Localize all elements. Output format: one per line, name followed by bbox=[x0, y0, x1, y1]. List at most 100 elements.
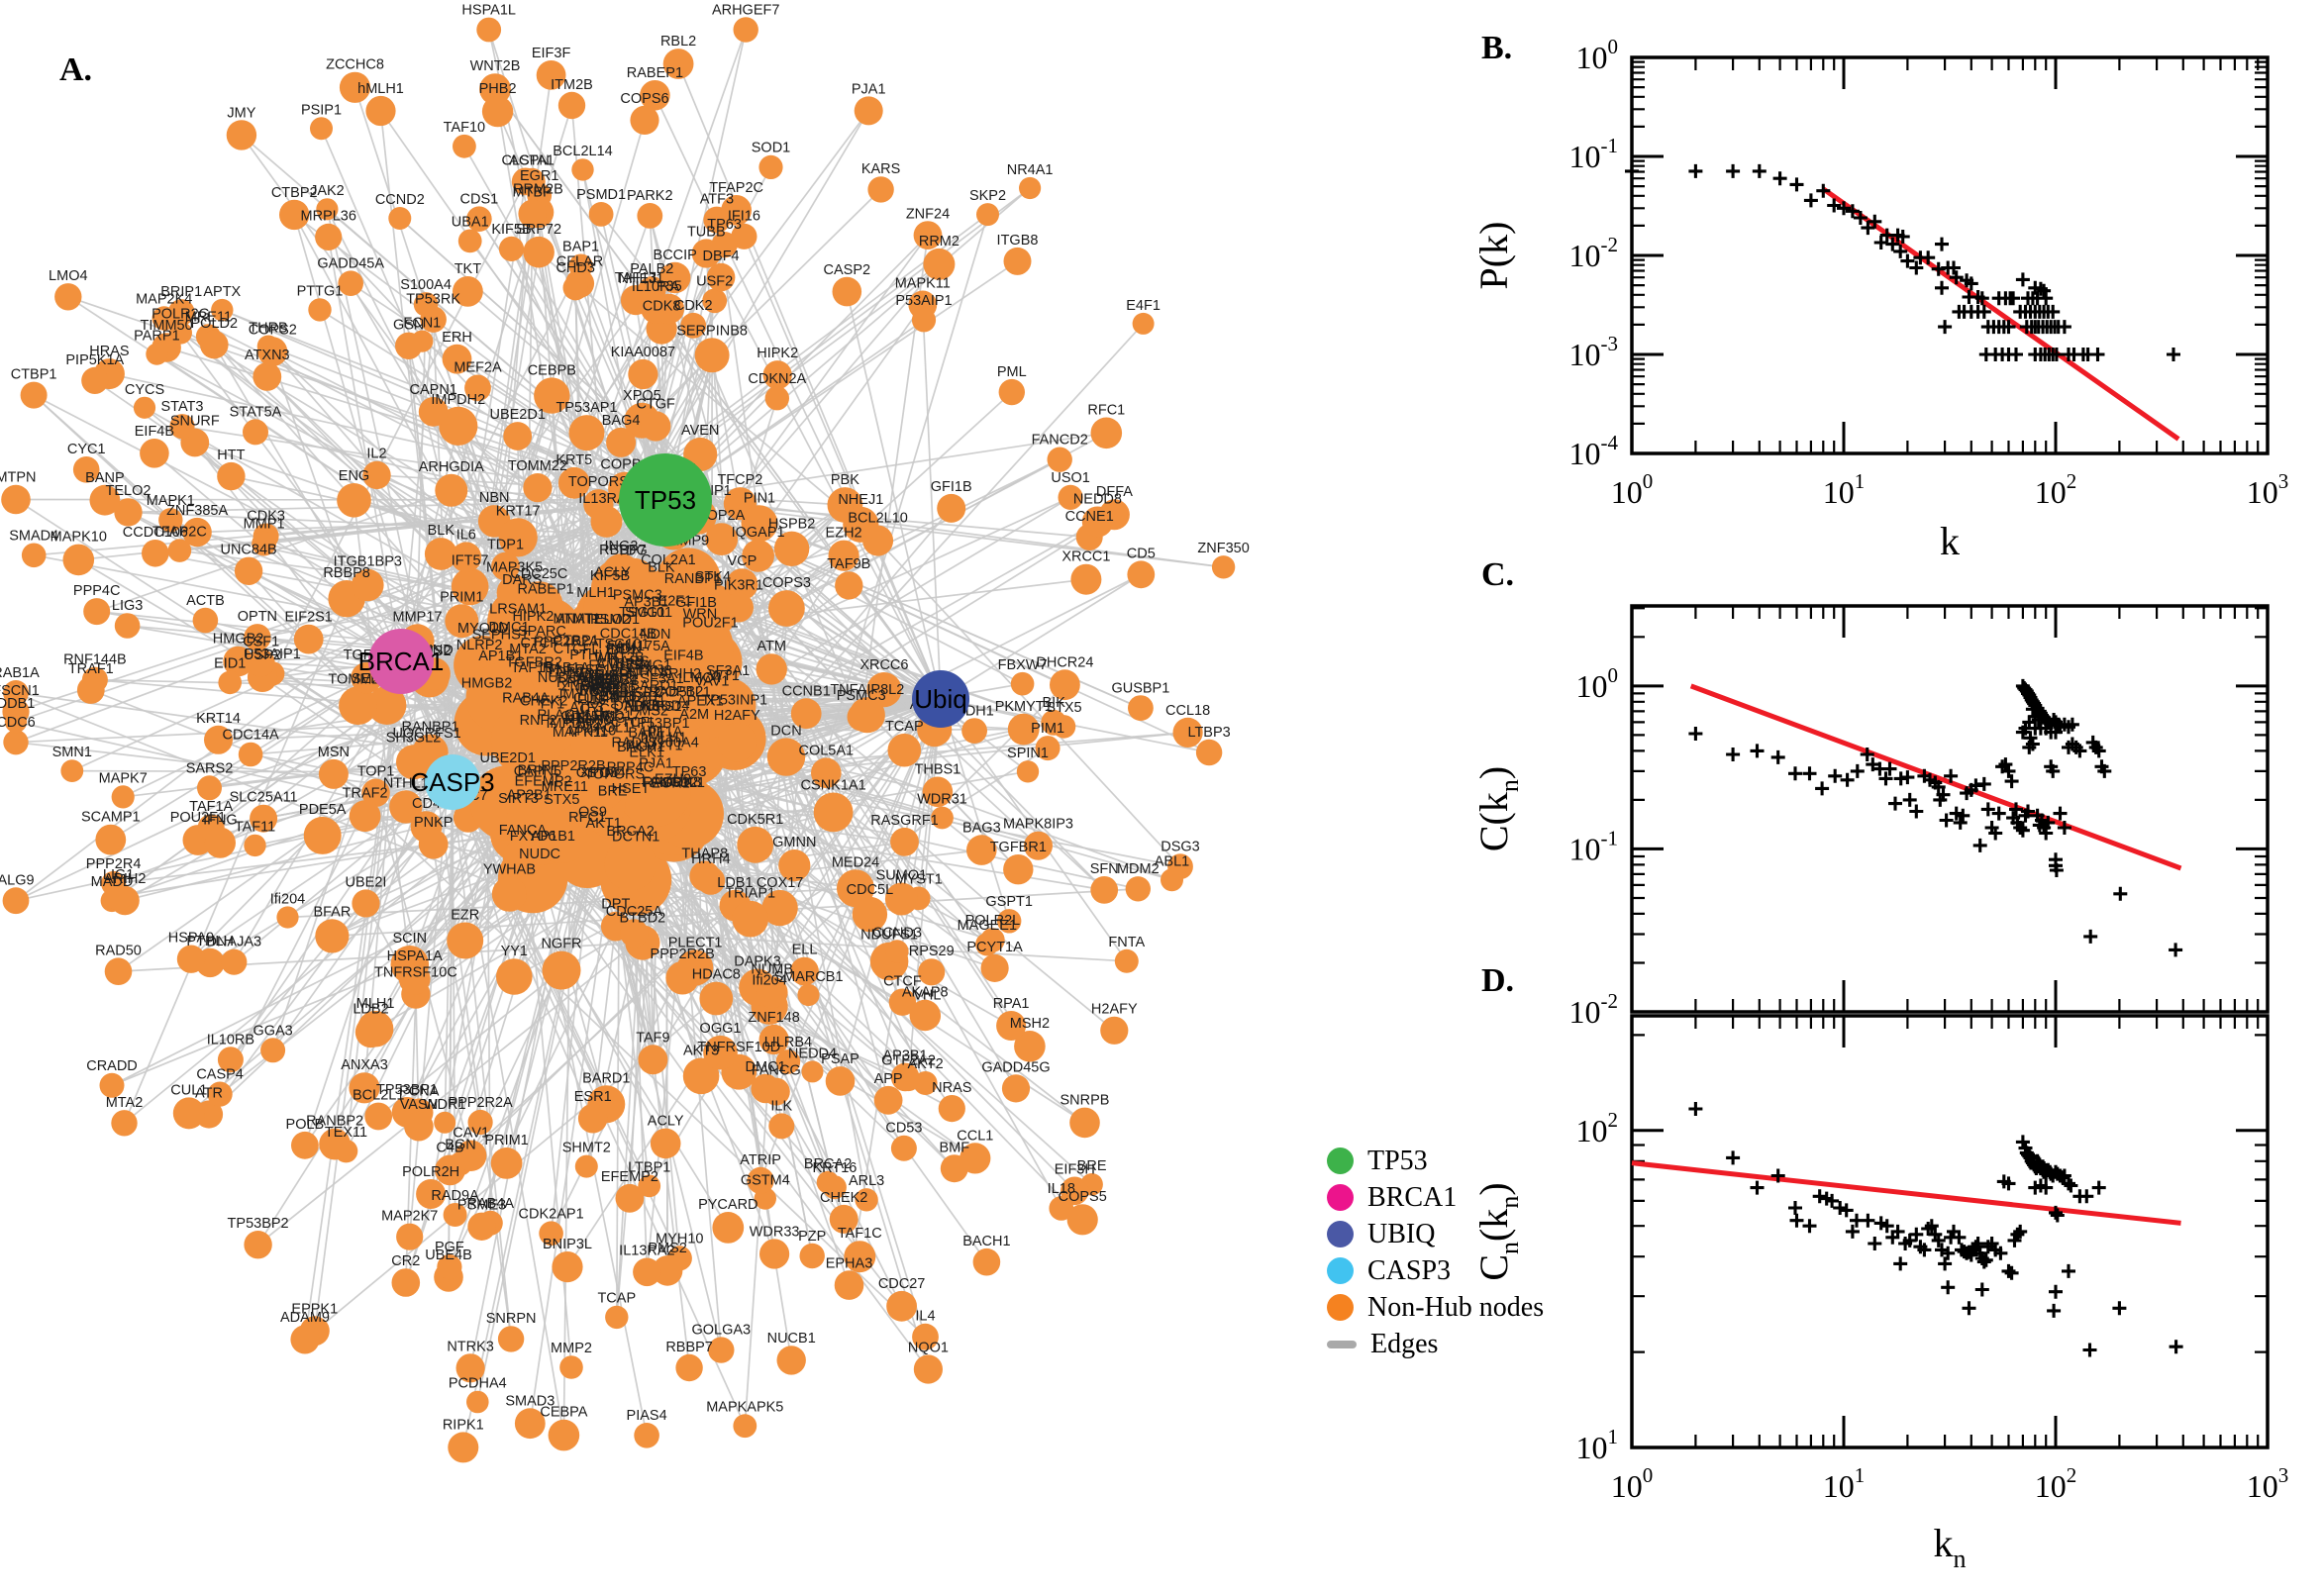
panel-d-letter: D. bbox=[1481, 962, 1515, 999]
gene-node bbox=[577, 1103, 608, 1134]
gene-node bbox=[318, 758, 349, 789]
gene-label: TAF9B bbox=[827, 556, 870, 572]
gene-label: UBE2D1 bbox=[479, 750, 535, 766]
gene-label: IL4 bbox=[915, 1309, 935, 1325]
gene-node bbox=[909, 999, 941, 1032]
gene-label: TRAF1 bbox=[68, 661, 114, 677]
gene-node bbox=[260, 1038, 286, 1063]
gene-label: RBBP8 bbox=[323, 565, 370, 581]
gene-node bbox=[801, 1060, 824, 1083]
gene-label: CEBPA bbox=[540, 1405, 587, 1421]
gene-label: PTHLH bbox=[569, 648, 617, 663]
gene-node bbox=[890, 827, 919, 856]
gene-node bbox=[873, 1085, 903, 1115]
plot-panel-c: 100 10-1 10-2 C(kn) bbox=[1471, 604, 2270, 1030]
gene-label: ACLY bbox=[594, 565, 631, 581]
gene-label: RAD50 bbox=[95, 943, 142, 958]
gene-label: IL18 bbox=[1048, 1181, 1075, 1197]
power-law-fit-line bbox=[1631, 1160, 2181, 1226]
gene-node bbox=[604, 839, 656, 891]
gene-node bbox=[676, 949, 714, 986]
gene-node bbox=[694, 338, 730, 373]
gene-label: EIF3H bbox=[1055, 1162, 1095, 1178]
gene-label: GADD45G bbox=[981, 1059, 1050, 1075]
axis-ticks bbox=[1630, 55, 2270, 455]
gene-node bbox=[308, 298, 332, 322]
gene-label: PSMD1 bbox=[590, 612, 640, 628]
gene-node bbox=[418, 829, 449, 859]
gene-label: S100A4 bbox=[648, 735, 699, 750]
gene-label: RANBP1 bbox=[401, 720, 458, 736]
gene-label: NRAS bbox=[932, 1080, 971, 1096]
gene-label: GSN bbox=[393, 318, 424, 334]
gene-label: ARIH2 bbox=[658, 666, 701, 682]
gene-node bbox=[435, 473, 468, 507]
edge-swatch bbox=[1327, 1340, 1357, 1348]
gene-label: ATM bbox=[556, 612, 585, 628]
gene-label: CSF1 bbox=[243, 634, 279, 649]
node-color-swatch bbox=[1327, 1221, 1354, 1247]
gene-node bbox=[204, 725, 233, 754]
node-color-swatch bbox=[1327, 1147, 1354, 1174]
gene-node bbox=[252, 362, 282, 391]
gene-label: FANCD2 bbox=[1032, 433, 1088, 449]
gene-label: GSPT1 bbox=[985, 894, 1033, 910]
gene-label: LTBP3 bbox=[1187, 725, 1230, 741]
gene-node bbox=[169, 321, 192, 345]
gene-label: FXYD6 bbox=[510, 829, 556, 845]
gene-node bbox=[89, 484, 121, 516]
gene-label: HIPK2 bbox=[512, 609, 554, 625]
gene-node bbox=[557, 91, 586, 120]
gene-label: EGR1 bbox=[651, 775, 690, 791]
gene-label: RABEP1 bbox=[517, 582, 573, 598]
gene-node bbox=[197, 775, 222, 801]
gene-node bbox=[887, 733, 922, 767]
gene-node bbox=[634, 1423, 659, 1448]
gene-label: PDE5A bbox=[299, 802, 347, 818]
gene-label: CCNB1 bbox=[782, 683, 831, 699]
gene-label: SIRT3 bbox=[498, 791, 539, 807]
gene-label: TFAP2C bbox=[709, 180, 763, 196]
gene-label: CCNE1 bbox=[1065, 509, 1114, 525]
gene-node bbox=[54, 283, 82, 311]
gene-node bbox=[352, 889, 380, 918]
gene-node bbox=[167, 539, 192, 562]
hub-label-ubiq: Ubiq bbox=[914, 684, 966, 714]
gene-label: ATF3 bbox=[700, 192, 734, 208]
gene-label: POU2F1 bbox=[170, 810, 226, 826]
gene-label: CTBP1 bbox=[553, 633, 599, 648]
gene-node bbox=[60, 759, 84, 782]
gene-node bbox=[691, 239, 721, 268]
gene-label: RRM2B bbox=[513, 182, 563, 198]
gene-label: UBE4B bbox=[425, 1247, 472, 1263]
gene-label: MADD bbox=[91, 874, 134, 890]
tick-label: 101 bbox=[1576, 1425, 1619, 1465]
gene-label: EFEMP2 bbox=[601, 1169, 658, 1185]
gene-label: CRADD bbox=[86, 1058, 138, 1074]
gene-node bbox=[741, 505, 778, 543]
gene-label: LDB1 bbox=[717, 875, 753, 891]
gene-label: C4B bbox=[436, 1141, 463, 1156]
gene-label: MAPK11 bbox=[895, 276, 951, 292]
hub-label-brca1: BRCA1 bbox=[358, 647, 445, 676]
legend-item-edges: Edges bbox=[1327, 1326, 1544, 1362]
gene-label: TNFAIP8L2 bbox=[830, 682, 904, 698]
gene-node bbox=[464, 374, 491, 402]
gene-node bbox=[966, 835, 997, 865]
gene-node bbox=[1090, 417, 1123, 449]
gene-label: PTTG1 bbox=[297, 283, 344, 299]
gene-node bbox=[1100, 1016, 1129, 1045]
gene-label: CDK2 bbox=[674, 298, 713, 314]
gene-node bbox=[218, 670, 242, 695]
gene-node bbox=[1, 484, 31, 515]
gene-node bbox=[316, 198, 339, 221]
gene-node bbox=[590, 505, 623, 538]
gene-label: KARS bbox=[861, 161, 901, 177]
gene-label: P53AIP1 bbox=[245, 647, 301, 662]
gene-label: NUDC bbox=[538, 670, 579, 686]
gene-label: CDK3 bbox=[247, 508, 285, 524]
gene-label: Ifi204 bbox=[752, 973, 786, 989]
gene-label: TUBB bbox=[687, 224, 726, 240]
gene-node bbox=[133, 396, 156, 419]
gene-node bbox=[638, 1045, 668, 1075]
